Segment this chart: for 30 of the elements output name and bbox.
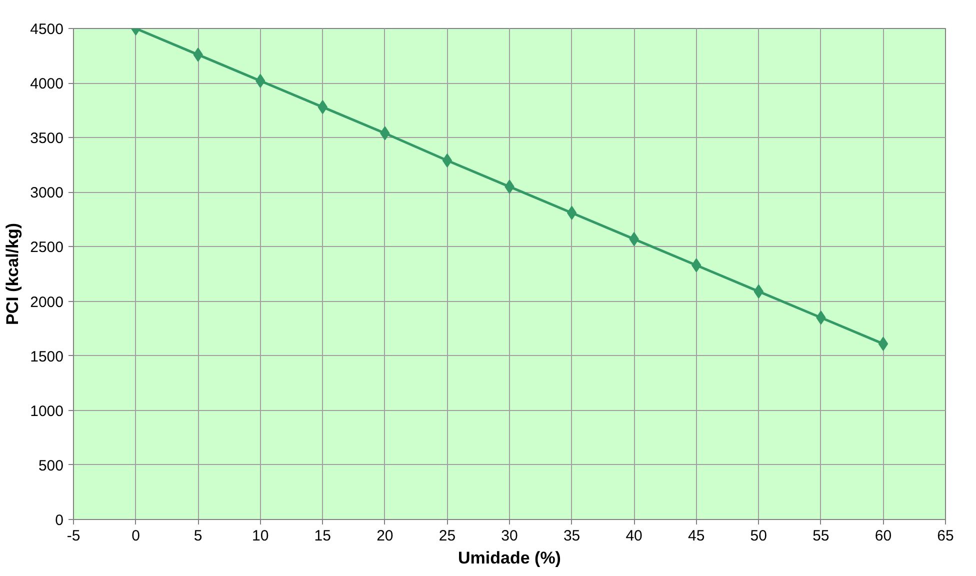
x-tick-label: 15 <box>314 528 331 544</box>
x-tick-label: 30 <box>501 528 518 544</box>
point <box>442 154 452 168</box>
x-tick-label: 60 <box>874 528 892 544</box>
y-tick-label: 1500 <box>30 348 64 366</box>
x-tick-label: 45 <box>688 528 705 544</box>
x-tick-label: 50 <box>750 528 767 544</box>
y-tick-label: 0 <box>55 512 64 529</box>
x-tick-label: 10 <box>252 528 269 544</box>
x-tick-label: -5 <box>66 528 80 544</box>
x-tick-label: 25 <box>438 528 456 544</box>
x-tick-label: 35 <box>563 528 580 544</box>
x-tick-label: 5 <box>194 528 202 544</box>
y-tick-label: 500 <box>38 457 64 474</box>
y-tick-label: 3500 <box>30 130 64 148</box>
x-tick-label: 20 <box>376 528 394 544</box>
x-axis-title: Umidade (%) <box>458 548 561 568</box>
x-tick-label: 40 <box>626 528 642 544</box>
y-tick-label: 1000 <box>30 402 64 420</box>
point <box>566 206 577 220</box>
x-tick-label: 65 <box>937 528 954 544</box>
x-tick-label: 0 <box>132 528 140 544</box>
y-axis-title: PCI (kcal/kg) <box>3 222 22 326</box>
y-tick-label: 4000 <box>30 76 64 93</box>
x-tick-label: 55 <box>812 528 830 544</box>
y-tick-label: 3000 <box>30 184 64 202</box>
y-tick-label: 2500 <box>30 239 64 256</box>
point <box>878 336 888 351</box>
y-tick-label: 2000 <box>30 294 64 311</box>
y-tick-label: 4500 <box>30 21 64 38</box>
